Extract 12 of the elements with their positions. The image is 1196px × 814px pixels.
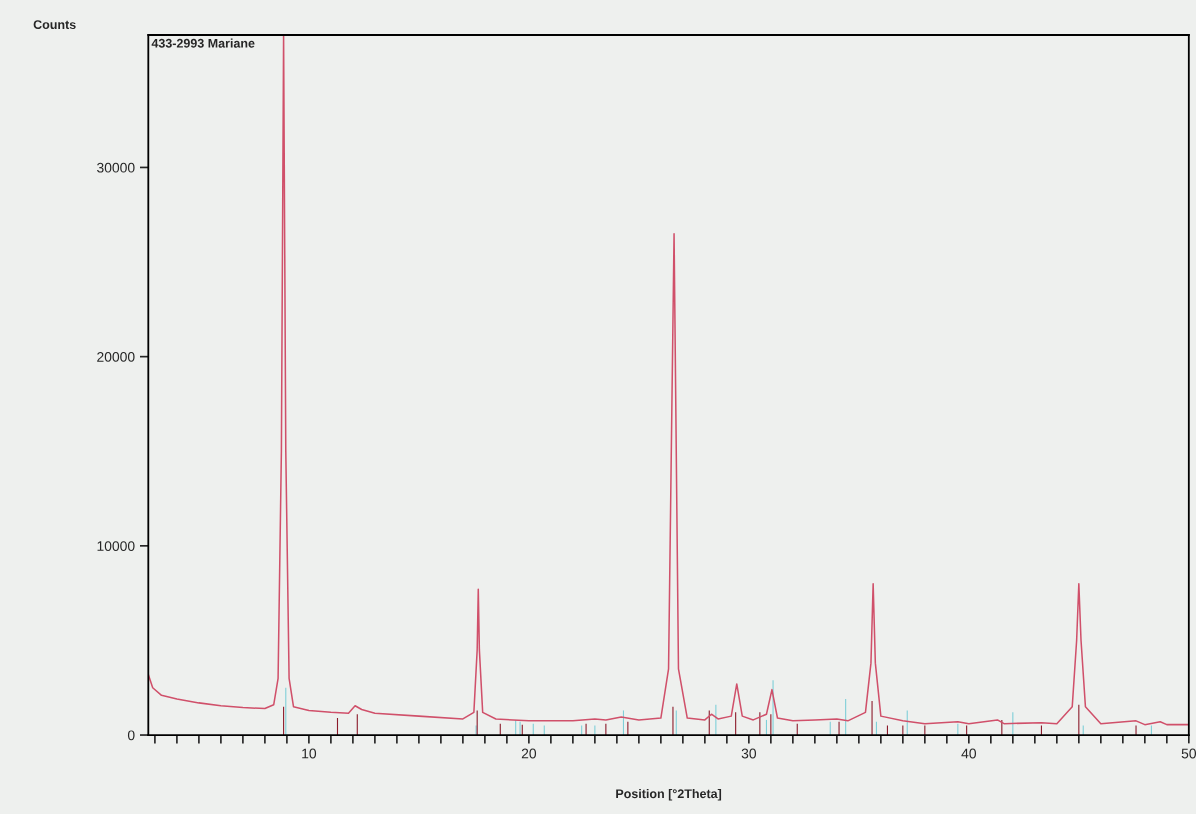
y-tick-label: 10000 <box>97 541 135 552</box>
x-axis-title: Position [°2Theta] <box>616 788 722 801</box>
x-tick-label: 50 <box>1181 748 1196 759</box>
y-tick-label: 0 <box>127 730 135 741</box>
x-tick-label: 10 <box>302 748 317 759</box>
x-tick-label: 20 <box>521 748 537 759</box>
x-tick-label: 30 <box>741 748 757 759</box>
annotation: 433-2993 Mariane <box>151 38 255 48</box>
y-tick-label: 20000 <box>97 351 135 362</box>
y-tick-label: 30000 <box>97 162 135 173</box>
x-tick-label: 40 <box>961 748 977 759</box>
y-axis-title: Counts <box>33 20 76 30</box>
